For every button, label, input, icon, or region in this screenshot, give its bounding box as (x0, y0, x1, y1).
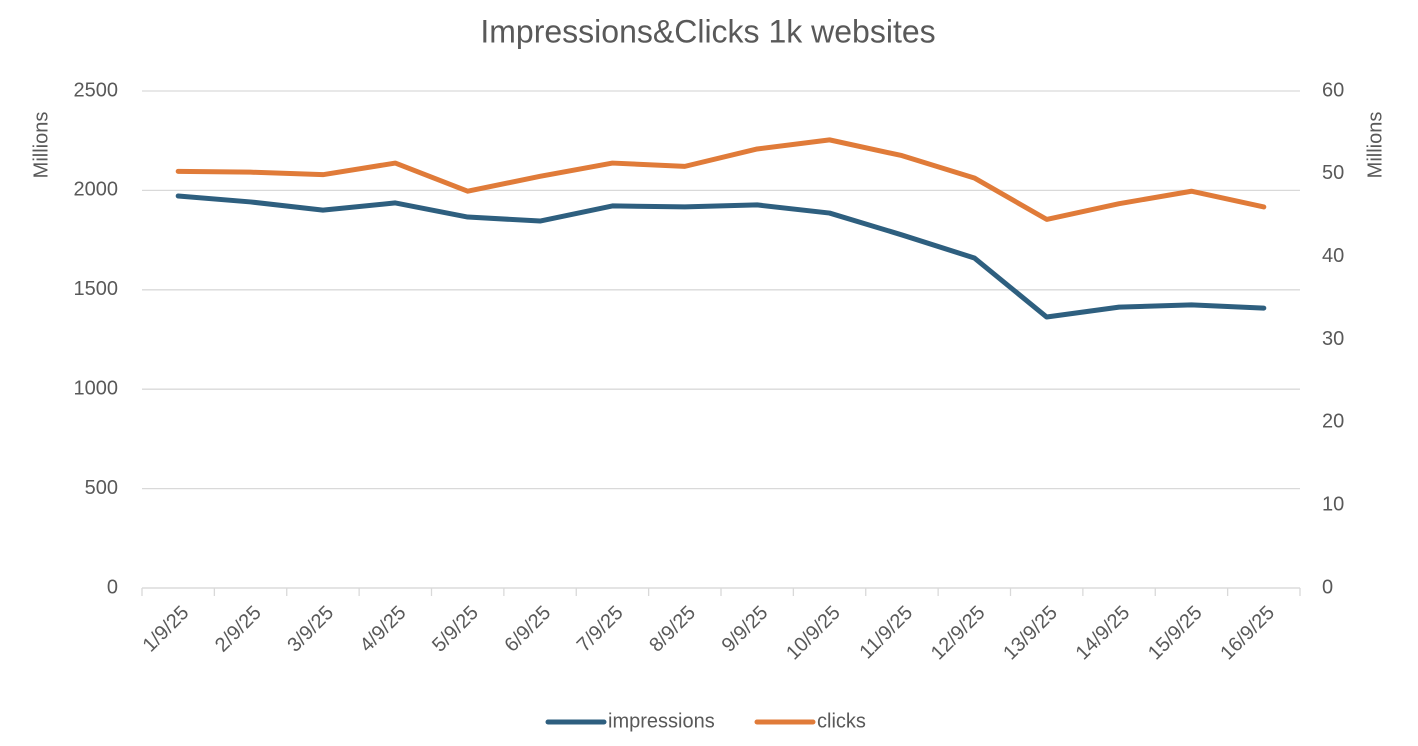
y-tick-label: 2500 (74, 79, 119, 101)
y-tick-label: 500 (85, 477, 118, 499)
y-tick-label: 1500 (74, 278, 119, 300)
y2-tick-label: 60 (1322, 79, 1344, 101)
series-line (175, 137, 1267, 222)
y2-tick-label: 10 (1322, 493, 1344, 515)
y2-tick-label: 50 (1322, 162, 1344, 184)
y-axis-label: Millions (30, 112, 52, 179)
y-tick-label: 1000 (74, 377, 119, 399)
y2-tick-label: 20 (1322, 411, 1344, 433)
y-tick-label: 2000 (74, 179, 119, 201)
y2-axis-label: Millions (1364, 112, 1386, 179)
y2-tick-label: 40 (1322, 245, 1344, 267)
y2-tick-label: 0 (1322, 576, 1333, 598)
y2-tick-label: 30 (1322, 328, 1344, 350)
series-line (175, 193, 1267, 320)
legend-label: clicks (817, 710, 866, 732)
legend-label: impressions (608, 710, 715, 732)
chart-title: Impressions&Clicks 1k websites (480, 13, 935, 49)
y-tick-label: 0 (107, 576, 118, 598)
